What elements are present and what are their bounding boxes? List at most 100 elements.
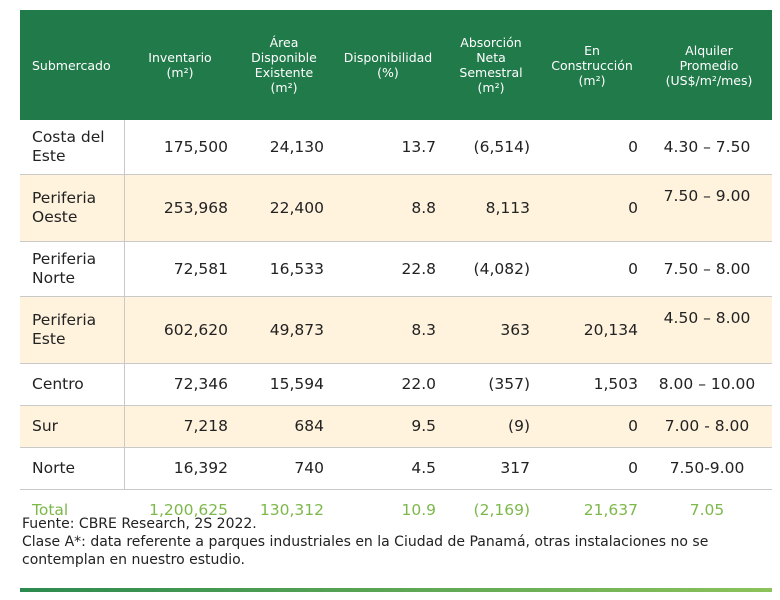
table-row: Periferia Norte 72,581 16,533 22.8 (4,08… xyxy=(20,241,772,297)
header-line: Submercado xyxy=(32,57,111,73)
total-row: Total 1,200,625 130,312 10.9 (2,169) 21,… xyxy=(20,490,772,532)
header-line: (m²) xyxy=(270,80,298,95)
total-disponibilidad: 10.9 xyxy=(401,501,436,519)
header-line: (m²) xyxy=(166,65,194,80)
total-area: 130,312 xyxy=(259,501,324,519)
table-row: Centro 72,346 15,594 22.0 (357) 1,503 8.… xyxy=(20,363,772,406)
cell-construccion: 0 xyxy=(538,241,646,297)
cell-inventario: 16,392 xyxy=(124,447,236,490)
cell-construccion: 20,134 xyxy=(538,296,646,364)
row-name-line: Periferia xyxy=(32,250,97,268)
cell-absorcion: (9) xyxy=(444,405,538,448)
header-line: (m²) xyxy=(578,72,606,88)
cell-absorcion: 317 xyxy=(444,447,538,490)
cell-inventario: 175,500 xyxy=(124,120,236,175)
row-submercado: Periferia Norte xyxy=(20,241,125,297)
cell-absorcion: (4,082) xyxy=(444,241,538,297)
table-notes: Fuente: CBRE Research, 2S 2022. Clase A*… xyxy=(22,515,772,569)
cell-area: 24,130 xyxy=(236,120,332,175)
header-line: (m²) xyxy=(477,80,505,95)
cell-inventario: 7,218 xyxy=(124,405,236,448)
header-line: Absorción xyxy=(460,35,522,50)
cell-construccion: 0 xyxy=(538,447,646,490)
cell-inventario: 72,346 xyxy=(124,363,236,406)
cell-construccion: 1,503 xyxy=(538,363,646,406)
cell-construccion: 0 xyxy=(538,405,646,448)
row-name-line: Periferia xyxy=(32,189,97,207)
cell-area: 49,873 xyxy=(236,296,332,364)
cell-disponibilidad: 22.8 xyxy=(332,241,444,297)
header-line: (US$/m²/mes) xyxy=(665,72,753,88)
total-construccion: 21,637 xyxy=(583,501,638,519)
cell-disponibilidad: 4.5 xyxy=(332,447,444,490)
cell-disponibilidad: 9.5 xyxy=(332,405,444,448)
total-label: Total xyxy=(32,501,69,519)
total-inventario: 1,200,625 xyxy=(149,501,228,519)
header-row: Submercado Inventario (m²) Área Disponib… xyxy=(20,10,772,120)
total-alquiler: 7.05 xyxy=(689,501,725,519)
header-line: Inventario xyxy=(148,50,212,65)
cell-alquiler: 8.00 – 10.00 xyxy=(646,363,772,406)
cell-area: 740 xyxy=(236,447,332,490)
cell-inventario: 253,968 xyxy=(124,174,236,242)
source-note: Fuente: CBRE Research, 2S 2022. xyxy=(22,516,257,532)
row-submercado: Centro xyxy=(20,363,125,406)
header-line: Existente xyxy=(254,65,314,80)
row-name-line: Periferia xyxy=(32,311,97,329)
submarket-table: Submercado Inventario (m²) Área Disponib… xyxy=(20,10,772,531)
header-alquiler: Alquiler Promedio (US$/m²/mes) xyxy=(646,10,772,120)
cell-construccion: 0 xyxy=(538,174,646,242)
cell-area: 15,594 xyxy=(236,363,332,406)
cell-disponibilidad: 22.0 xyxy=(332,363,444,406)
cell-disponibilidad: 8.3 xyxy=(332,296,444,364)
cell-absorcion: (357) xyxy=(444,363,538,406)
market-table-container: Submercado Inventario (m²) Área Disponib… xyxy=(20,10,772,531)
row-name-line: Costa del xyxy=(32,128,105,146)
class-note: Clase A*: data referente a parques indus… xyxy=(22,534,709,568)
header-line: (%) xyxy=(377,65,399,80)
cell-absorcion: 8,113 xyxy=(444,174,538,242)
header-line: Promedio xyxy=(679,57,739,73)
header-disponibilidad: Disponibilidad (%) xyxy=(332,10,444,120)
cell-inventario: 72,581 xyxy=(124,241,236,297)
row-submercado: Norte xyxy=(20,447,125,490)
row-name-line: Norte xyxy=(32,269,76,287)
cell-alquiler: 7.00 - 8.00 xyxy=(646,405,772,448)
table-row: Norte 16,392 740 4.5 317 0 7.50-9.00 xyxy=(20,447,772,490)
table-row: Sur 7,218 684 9.5 (9) 0 7.00 - 8.00 xyxy=(20,405,772,448)
cell-absorcion: (6,514) xyxy=(444,120,538,175)
header-line: Disponibilidad xyxy=(343,50,433,65)
header-line: Construcción xyxy=(551,57,633,73)
header-submercado: Submercado xyxy=(20,10,124,120)
bottom-divider xyxy=(20,588,772,592)
header-line: Alquiler xyxy=(685,42,733,58)
row-name-line: Oeste xyxy=(32,208,78,226)
total-absorcion: (2,169) xyxy=(473,501,530,519)
row-name-line: Este xyxy=(32,147,66,165)
cell-alquiler: 7.50 – 9.00 xyxy=(646,174,772,242)
row-submercado: Periferia Este xyxy=(20,296,125,364)
cell-alquiler: 4.30 – 7.50 xyxy=(646,120,772,175)
cell-area: 22,400 xyxy=(236,174,332,242)
header-line: Área xyxy=(269,35,299,50)
row-submercado: Periferia Oeste xyxy=(20,174,125,242)
header-line: Semestral xyxy=(459,65,523,80)
row-name-line: Centro xyxy=(32,375,84,393)
row-name-line: Este xyxy=(32,330,66,348)
cell-alquiler: 7.50 – 8.00 xyxy=(646,241,772,297)
header-line: Disponible xyxy=(251,50,317,65)
cell-disponibilidad: 13.7 xyxy=(332,120,444,175)
cell-disponibilidad: 8.8 xyxy=(332,174,444,242)
row-name-line: Norte xyxy=(32,459,76,477)
header-line: Neta xyxy=(476,50,506,65)
header-line: En xyxy=(584,42,600,58)
cell-absorcion: 363 xyxy=(444,296,538,364)
header-construccion: En Construcción (m²) xyxy=(538,10,646,120)
cell-area: 16,533 xyxy=(236,241,332,297)
row-name-line: Sur xyxy=(32,417,59,435)
row-submercado: Sur xyxy=(20,405,125,448)
cell-inventario: 602,620 xyxy=(124,296,236,364)
header-absorcion: Absorción Neta Semestral (m²) xyxy=(444,10,538,120)
row-submercado: Costa del Este xyxy=(20,120,125,175)
cell-area: 684 xyxy=(236,405,332,448)
